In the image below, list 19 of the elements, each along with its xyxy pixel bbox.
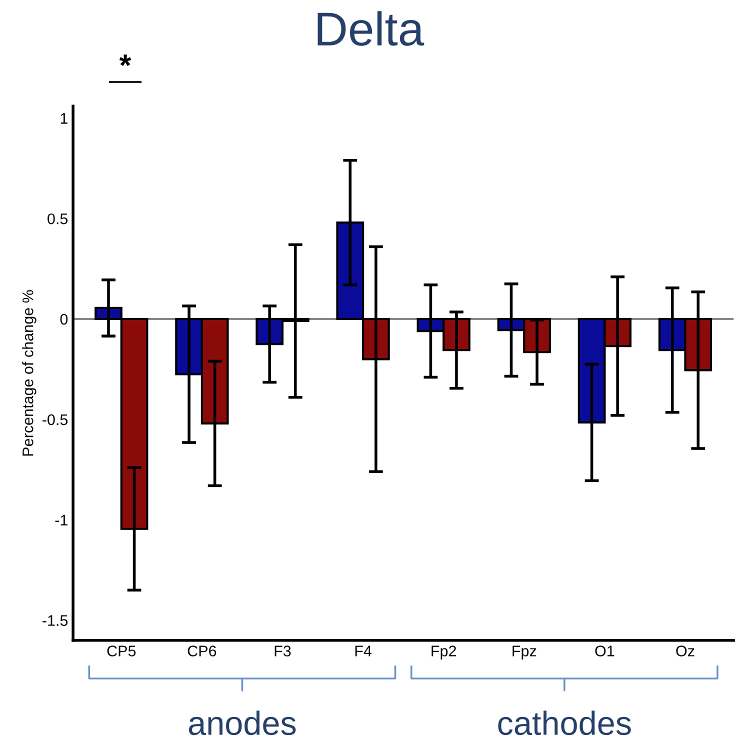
x-tick-label: O1 <box>595 646 614 656</box>
chart-title: Delta <box>318 11 424 46</box>
y-tick-label: 1 <box>60 113 68 124</box>
x-tick-label: CP5 <box>107 646 136 656</box>
text: * <box>119 54 132 66</box>
x-tick-label: F4 <box>355 646 372 656</box>
x-tick-label: Fpz <box>512 646 536 660</box>
y-tick-label: -0.5 <box>42 414 68 426</box>
x-tick-label: F3 <box>274 646 291 656</box>
y-tick-label: 0 <box>60 314 68 325</box>
y-axis-title: Percentage of change % <box>22 290 36 456</box>
text: cathodes <box>498 710 631 736</box>
x-tick-label: CP6 <box>188 646 216 656</box>
x-tick-label: Fp2 <box>432 646 456 660</box>
y-tick-label: 0.5 <box>48 213 68 224</box>
x-tick-label: Oz <box>676 646 694 656</box>
text: anodes <box>188 710 296 736</box>
y-tick-label: -1 <box>55 514 68 526</box>
y-tick-label: -1.5 <box>42 615 68 626</box>
